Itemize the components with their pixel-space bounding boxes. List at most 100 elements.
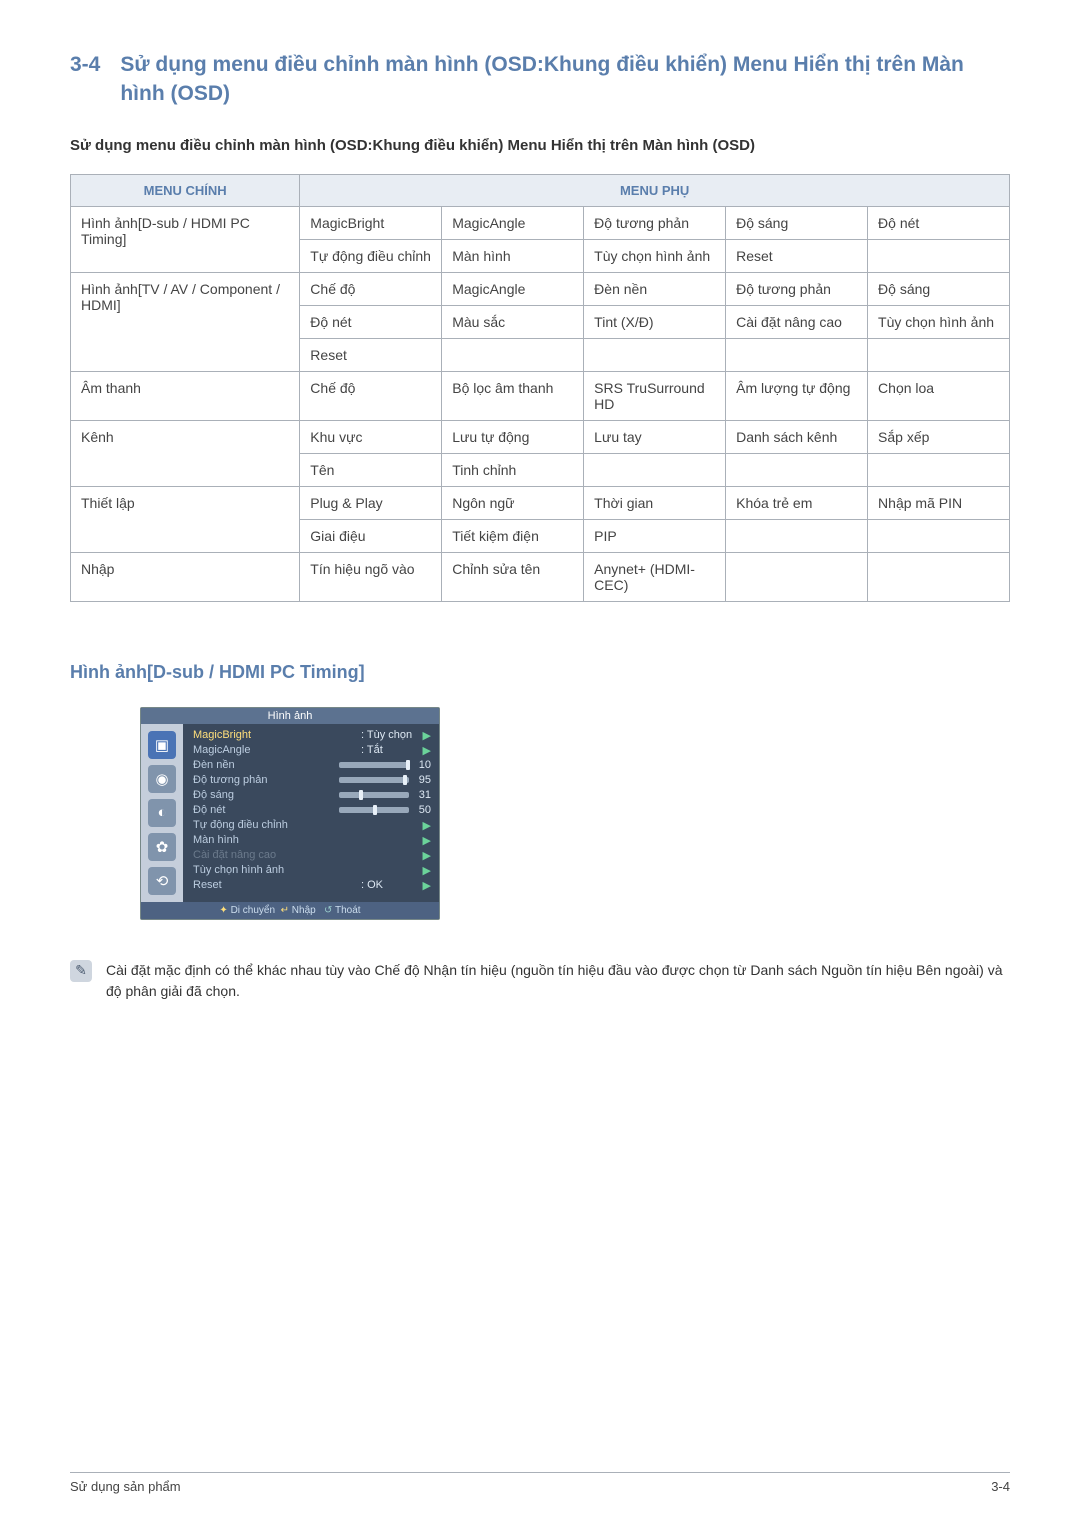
subheading: Hình ảnh[D-sub / HDMI PC Timing] xyxy=(70,662,1010,683)
osd-category-icon: ◐ xyxy=(148,799,176,827)
note-block: ✎ Cài đặt mặc định có thể khác nhau tùy … xyxy=(70,960,1010,1002)
osd-item-label: MagicAngle xyxy=(193,744,361,756)
sub-menu-cell: MagicBright xyxy=(300,206,442,239)
footer: Sử dụng sản phẩm 3-4 xyxy=(70,1472,1010,1494)
main-menu-cell: Kênh xyxy=(71,420,300,486)
osd-item-label: Đèn nền xyxy=(193,759,339,771)
sub-menu-cell: Chỉnh sửa tên xyxy=(442,552,584,601)
main-menu-cell: Nhập xyxy=(71,552,300,601)
osd-item-value: : Tùy chọn xyxy=(361,729,421,741)
main-menu-cell: Âm thanh xyxy=(71,371,300,420)
sub-menu-cell: Tint (X/Đ) xyxy=(584,305,726,338)
sub-menu-cell: Màn hình xyxy=(442,239,584,272)
sub-menu-cell: Plug & Play xyxy=(300,486,442,519)
arrow-icon: ▶ xyxy=(421,879,431,892)
osd-screenshot: Hình ảnh ▣◉◐✿⟲ MagicBright: Tùy chọn▶Mag… xyxy=(140,707,440,920)
sub-menu-cell xyxy=(442,338,584,371)
osd-item-label: Độ tương phản xyxy=(193,774,339,786)
osd-slider xyxy=(339,762,409,768)
sub-menu-cell xyxy=(868,453,1010,486)
sub-menu-cell: Khóa trẻ em xyxy=(726,486,868,519)
sub-menu-cell: Tự động điều chỉnh xyxy=(300,239,442,272)
osd-menu-item: MagicAngle: Tắt▶ xyxy=(193,743,431,758)
osd-menu-item: Độ nét50 xyxy=(193,803,431,818)
osd-icon-column: ▣ ◉ ◐ ✿ ⟲ xyxy=(141,724,183,902)
sub-menu-cell: Ngôn ngữ xyxy=(442,486,584,519)
sub-menu-cell: Nhập mã PIN xyxy=(868,486,1010,519)
heading-number: 3-4 xyxy=(70,50,100,109)
sub-menu-cell: Độ tương phản xyxy=(584,206,726,239)
osd-item-label: Tùy chọn hình ảnh xyxy=(193,864,421,876)
osd-hint-enter: Nhập xyxy=(292,905,316,916)
th-main: MENU CHÍNH xyxy=(71,174,300,206)
osd-category-icon: ✿ xyxy=(148,833,176,861)
osd-hint-move: Di chuyển xyxy=(231,905,275,916)
sub-menu-cell: Tinh chỉnh xyxy=(442,453,584,486)
arrow-icon: ▶ xyxy=(421,744,431,757)
osd-item-label: Độ nét xyxy=(193,804,339,816)
footer-left: Sử dụng sản phẩm xyxy=(70,1479,181,1494)
sub-menu-cell: Thời gian xyxy=(584,486,726,519)
sub-menu-cell: Độ tương phản xyxy=(726,272,868,305)
sub-menu-cell: Chế độ xyxy=(300,371,442,420)
osd-menu-item: Đèn nền 10 xyxy=(193,758,431,773)
osd-category-icon: ⟲ xyxy=(148,867,176,895)
osd-category-icon: ▣ xyxy=(148,731,176,759)
osd-item-label: Độ sáng xyxy=(193,789,339,801)
osd-menu-list: MagicBright: Tùy chọn▶MagicAngle: Tắt▶Đè… xyxy=(183,724,439,902)
osd-slider-value: 31 xyxy=(413,789,431,801)
sub-menu-cell xyxy=(868,338,1010,371)
osd-hint-exit: Thoát xyxy=(335,905,361,916)
main-menu-cell: Thiết lập xyxy=(71,486,300,552)
sub-menu-cell xyxy=(584,453,726,486)
main-menu-cell: Hình ảnh[D-sub / HDMI PC Timing] xyxy=(71,206,300,272)
sub-menu-cell xyxy=(584,338,726,371)
osd-slider-value: 10 xyxy=(413,759,431,771)
sub-menu-cell xyxy=(868,239,1010,272)
sub-menu-cell: Màu sắc xyxy=(442,305,584,338)
osd-menu-item: MagicBright: Tùy chọn▶ xyxy=(193,728,431,743)
arrow-icon: ▶ xyxy=(421,864,431,877)
main-menu-cell: Hình ảnh[TV / AV / Component / HDMI] xyxy=(71,272,300,371)
sub-menu-cell xyxy=(726,338,868,371)
menu-table: MENU CHÍNH MENU PHỤ Hình ảnh[D-sub / HDM… xyxy=(70,174,1010,602)
sub-menu-cell xyxy=(868,552,1010,601)
osd-category-icon: ◉ xyxy=(148,765,176,793)
osd-slider xyxy=(339,792,409,798)
osd-item-label: Reset xyxy=(193,879,361,891)
osd-menu-item: Cài đặt nâng cao▶ xyxy=(193,848,431,863)
sub-menu-cell: Bộ lọc âm thanh xyxy=(442,371,584,420)
osd-slider xyxy=(339,807,409,813)
osd-slider-value: 95 xyxy=(413,774,431,786)
sub-menu-cell: Cài đặt nâng cao xyxy=(726,305,868,338)
sub-menu-cell: Tiết kiệm điện xyxy=(442,519,584,552)
sub-menu-cell: Độ sáng xyxy=(726,206,868,239)
sub-menu-cell: Giai điệu xyxy=(300,519,442,552)
osd-menu-item: Tùy chọn hình ảnh▶ xyxy=(193,863,431,878)
sub-menu-cell: Chọn loa xyxy=(868,371,1010,420)
page-heading: 3-4 Sử dụng menu điều chỉnh màn hình (OS… xyxy=(70,50,1010,109)
footer-right: 3-4 xyxy=(991,1479,1010,1494)
sub-menu-cell: Sắp xếp xyxy=(868,420,1010,453)
sub-menu-cell xyxy=(868,519,1010,552)
th-sub: MENU PHỤ xyxy=(300,174,1010,206)
section-title: Sử dụng menu điều chỉnh màn hình (OSD:Kh… xyxy=(70,137,1010,154)
osd-menu-item: Độ tương phản 95 xyxy=(193,773,431,788)
sub-menu-cell: Độ sáng xyxy=(868,272,1010,305)
sub-menu-cell: Tùy chọn hình ảnh xyxy=(584,239,726,272)
sub-menu-cell: Lưu tự động xyxy=(442,420,584,453)
sub-menu-cell xyxy=(726,453,868,486)
sub-menu-cell: Reset xyxy=(300,338,442,371)
osd-item-label: Màn hình xyxy=(193,834,421,846)
sub-menu-cell: PIP xyxy=(584,519,726,552)
sub-menu-cell: Tùy chọn hình ảnh xyxy=(868,305,1010,338)
osd-item-label: Cài đặt nâng cao xyxy=(193,849,421,861)
arrow-icon: ▶ xyxy=(421,849,431,862)
osd-item-value: : OK xyxy=(361,879,421,891)
osd-item-label: MagicBright xyxy=(193,729,361,741)
sub-menu-cell: Anynet+ (HDMI-CEC) xyxy=(584,552,726,601)
osd-item-value: : Tắt xyxy=(361,744,421,756)
osd-menu-item: Độ sáng 31 xyxy=(193,788,431,803)
arrow-icon: ▶ xyxy=(421,819,431,832)
arrow-icon: ▶ xyxy=(421,729,431,742)
